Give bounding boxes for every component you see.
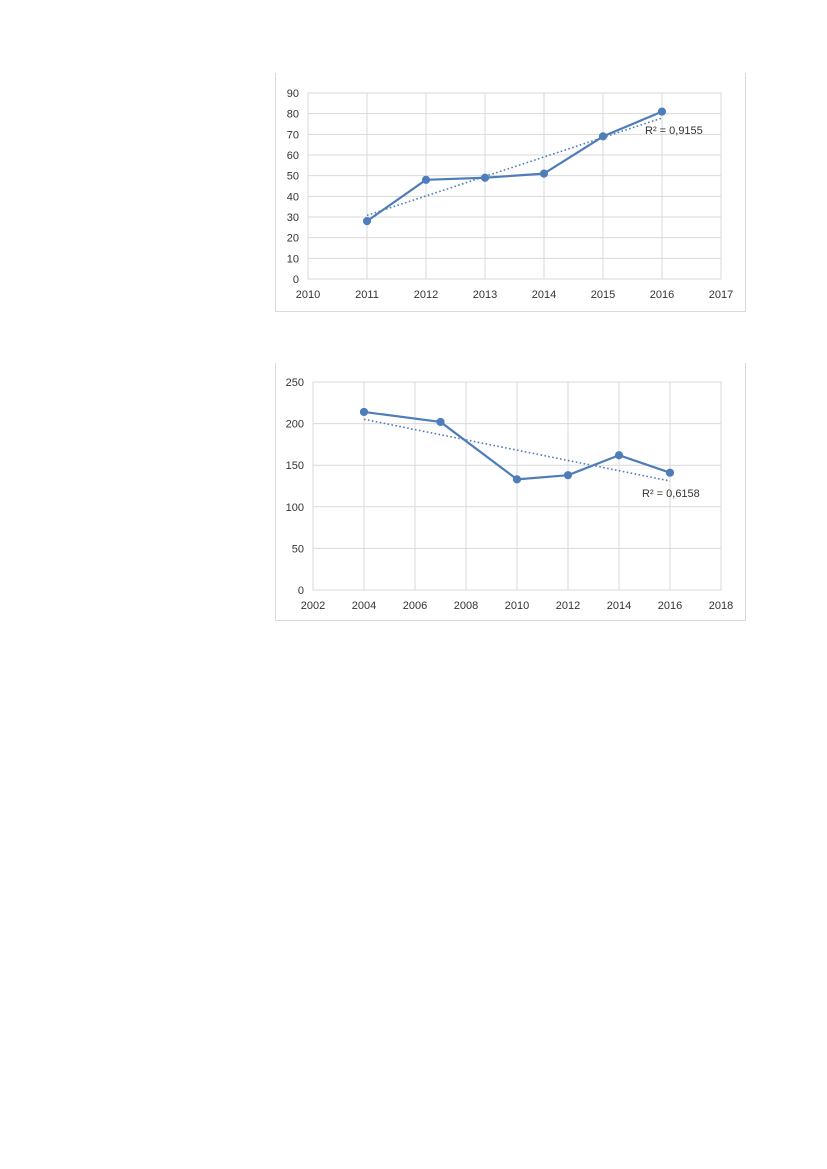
chart-2-data-point (665, 468, 675, 477)
chart-2-x-tick-label: 2016 (658, 600, 682, 612)
chart-2-data-point (563, 471, 573, 480)
chart-1-x-tick-label: 2010 (296, 289, 320, 301)
chart-2-x-tick-label: 2008 (454, 600, 478, 612)
chart-2-x-tick-label: 2006 (403, 600, 427, 612)
chart-1-y-tick-label: 40 (287, 191, 299, 203)
chart-1-svg: 0 10 20 30 40 50 60 70 80 90 2010 2011 2012 2013 2014 2… (287, 88, 733, 301)
chart-2-trendline-r2-label: R² = 0,6158 (642, 488, 700, 500)
chart-1-y-tick-label: 90 (287, 88, 299, 100)
chart-1-x-tick-label: 2015 (591, 289, 615, 301)
chart-2-x-tick-label: 2012 (556, 600, 580, 612)
chart-1-data-point (421, 175, 431, 184)
chart-1-x-tick-label: 2014 (532, 289, 556, 301)
chart-1-data-point (539, 169, 549, 178)
chart-1-y-tick-label: 50 (287, 171, 299, 183)
chart-1-trendline-r2-label: R² = 0,9155 (645, 125, 703, 137)
chart-1-x-tick-label: 2012 (414, 289, 438, 301)
chart-2-data-point (614, 451, 624, 460)
chart-2: 0 50 100 150 200 250 2002 2004 2006 2008 2010 2012 2… (275, 363, 746, 621)
chart-2-y-tick-label: 0 (298, 585, 304, 597)
chart-2-x-tick-label: 2018 (709, 600, 733, 612)
chart-1-data-point (480, 173, 490, 182)
chart-2-x-tick-label: 2010 (505, 600, 529, 612)
chart-2-y-tick-label: 250 (286, 377, 304, 389)
chart-1-data-point (657, 107, 667, 116)
chart-2-x-tick-label: 2014 (607, 600, 631, 612)
chart-2-x-tick-label: 2004 (352, 600, 376, 612)
chart-1-data-point (598, 132, 608, 141)
chart-1-x-tick-label: 2017 (709, 289, 733, 301)
chart-2-y-tick-label: 50 (292, 543, 304, 555)
chart-1-y-tick-label: 60 (287, 150, 299, 162)
chart-2-y-tick-label: 150 (286, 460, 304, 472)
chart-1-y-tick-label: 20 (287, 233, 299, 245)
chart-2-svg: 0 50 100 150 200 250 2002 2004 2006 2008 2010 2012 2… (286, 377, 734, 612)
chart-1-data-point (362, 217, 372, 226)
chart-1-y-tick-label: 80 (287, 109, 299, 121)
chart-2-x-tick-label: 2002 (301, 600, 325, 612)
chart-1-x-tick-label: 2013 (473, 289, 497, 301)
chart-1: 0 10 20 30 40 50 60 70 80 90 2010 2011 2012 2013 2014 2… (275, 73, 746, 312)
chart-1-y-tick-label: 10 (287, 253, 299, 265)
chart-2-y-tick-label: 100 (286, 502, 304, 514)
chart-2-data-point (436, 417, 445, 427)
chart-2-data-point (359, 407, 369, 417)
chart-2-series-line (363, 410, 671, 481)
chart-2-y-tick-label: 200 (286, 419, 304, 431)
chart-1-x-tick-label: 2011 (355, 289, 379, 301)
chart-1-x-tick-label: 2016 (650, 289, 674, 301)
chart-1-plot-area (307, 92, 722, 280)
chart-2-trendline (363, 418, 671, 482)
chart-1-y-tick-label: 30 (287, 212, 299, 224)
chart-1-y-tick-label: 70 (287, 129, 299, 141)
chart-1-series-line (366, 110, 663, 223)
chart-2-data-point (512, 475, 522, 484)
chart-1-y-tick-label: 0 (293, 274, 299, 286)
